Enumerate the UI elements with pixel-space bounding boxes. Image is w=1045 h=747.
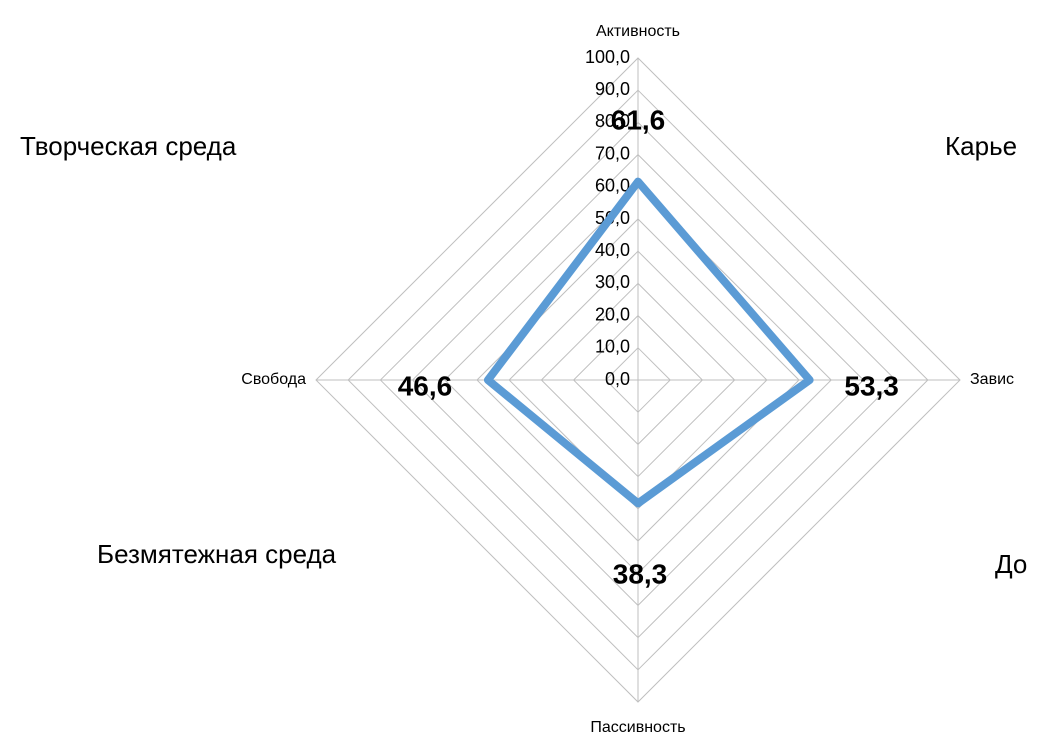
annotation: Творческая среда [20,131,237,161]
annotation: До [995,549,1027,579]
tick-label: 70,0 [595,143,630,163]
series-line [483,177,814,508]
tick-label: 90,0 [595,79,630,99]
category-label: Завис [970,371,1014,388]
data-label: 53,3 [844,370,899,401]
data-label: 46,6 [398,370,453,401]
annotation: Карье [945,131,1017,161]
data-label: 38,3 [613,558,668,589]
annotation: Безмятежная среда [97,539,337,569]
tick-label: 40,0 [595,240,630,260]
data-label: 61,6 [611,104,666,135]
tick-label: 0,0 [605,369,630,389]
tick-label: 60,0 [595,176,630,196]
tick-label: 20,0 [595,304,630,324]
tick-label: 30,0 [595,272,630,292]
tick-label: 80,0 [595,111,630,131]
tick-label: 100,0 [585,47,630,67]
category-label: Свобода [241,371,306,388]
tick-label: 10,0 [595,337,630,357]
category-label: Активность [596,23,680,40]
category-label: Пассивность [590,719,685,736]
